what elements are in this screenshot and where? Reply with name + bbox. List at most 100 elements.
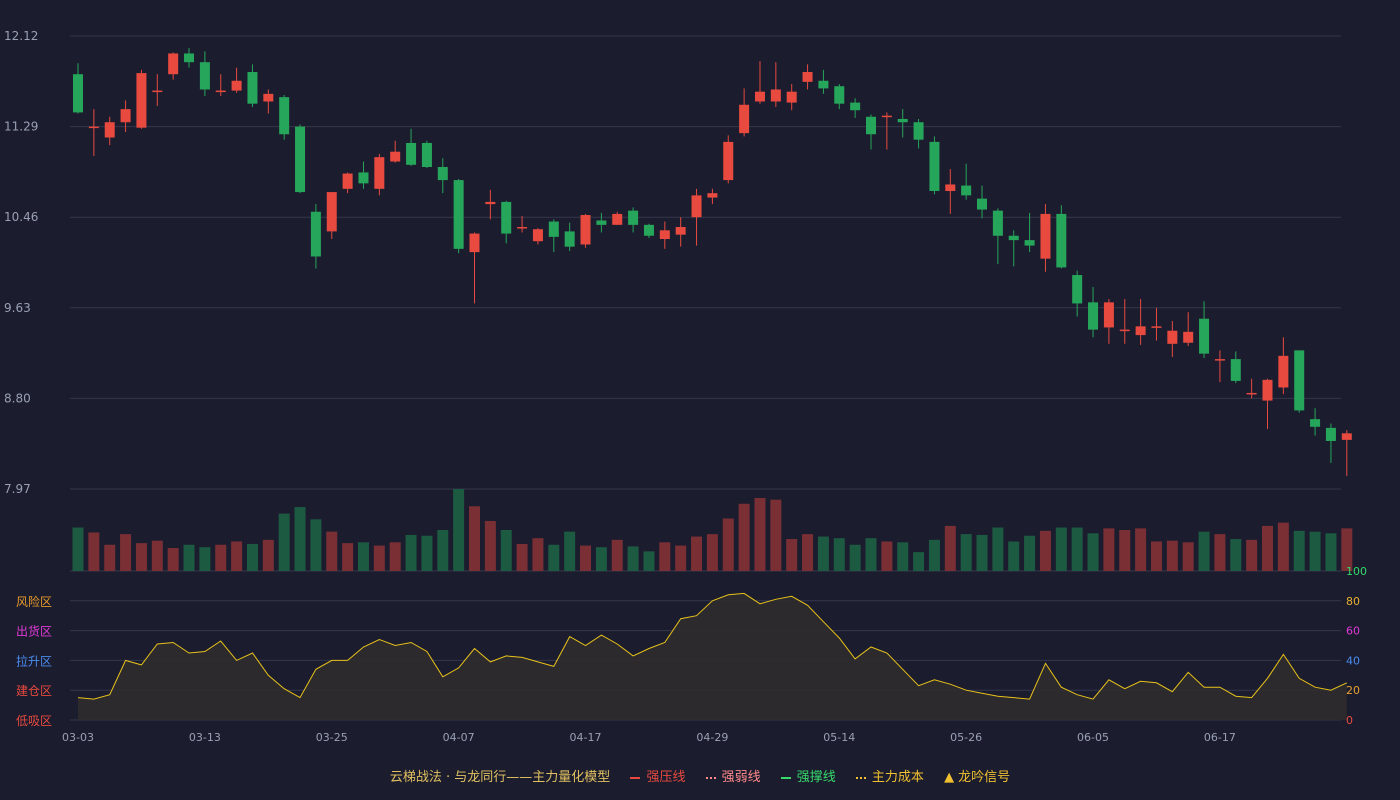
- candle: [897, 109, 908, 138]
- candle-body: [1310, 419, 1321, 427]
- candle: [517, 216, 528, 233]
- date-tick-label: 03-25: [316, 731, 348, 744]
- volume-bar: [849, 544, 861, 571]
- candle-body: [342, 173, 353, 189]
- candle: [1167, 320, 1178, 357]
- volume-bar: [992, 527, 1004, 571]
- candle-body: [881, 115, 892, 118]
- date-tick-label: 06-17: [1204, 731, 1236, 744]
- candle: [1119, 299, 1130, 344]
- candle-body: [770, 89, 781, 102]
- candle-body: [1183, 331, 1194, 343]
- volume-bar: [580, 545, 592, 571]
- volume-bar: [770, 499, 782, 571]
- date-tick-label: 06-05: [1077, 731, 1109, 744]
- candle: [977, 185, 988, 219]
- candle-body: [215, 90, 226, 93]
- candle-body: [1294, 350, 1305, 411]
- date-tick-label: 03-03: [62, 731, 94, 744]
- candle: [564, 222, 575, 252]
- triangle-icon: ▲: [944, 770, 955, 785]
- candle-body: [1151, 326, 1162, 328]
- legend-item-pressure-line[interactable]: 强压线: [630, 766, 685, 785]
- candle-body: [532, 229, 543, 242]
- candle: [961, 163, 972, 200]
- candle-body: [1262, 379, 1273, 401]
- candle: [390, 140, 401, 163]
- candle: [120, 100, 131, 133]
- candle-body: [1072, 275, 1083, 304]
- candle: [802, 64, 813, 90]
- candle-body: [1214, 359, 1225, 361]
- price-tick-label: 12.12: [4, 29, 38, 43]
- candle: [231, 67, 242, 93]
- candle-body: [818, 80, 829, 89]
- indicator-line: [77, 592, 1348, 700]
- zone-label: 建仓区: [16, 684, 52, 698]
- volume-bar: [1024, 535, 1036, 571]
- volume-bar: [611, 539, 623, 571]
- candle-body: [548, 221, 559, 237]
- candle: [723, 135, 734, 184]
- candle: [215, 74, 226, 97]
- date-tick-label: 05-14: [823, 731, 855, 744]
- candle-body: [279, 97, 290, 135]
- candle-body: [326, 192, 337, 232]
- date-tick-label: 03-13: [189, 731, 221, 744]
- candle: [707, 188, 718, 205]
- candle-body: [834, 86, 845, 104]
- candle-body: [739, 104, 750, 134]
- candle: [992, 208, 1003, 265]
- candle: [1151, 307, 1162, 341]
- candle-body: [263, 93, 274, 102]
- volume-bar: [1182, 542, 1194, 571]
- volume-bar: [310, 519, 322, 571]
- indicator-tick-label: 100: [1346, 565, 1367, 578]
- indicator-tick-label: 20: [1346, 684, 1360, 697]
- candle-body: [564, 231, 575, 247]
- candle: [1040, 204, 1051, 272]
- candle: [437, 158, 448, 194]
- candle: [1214, 350, 1225, 383]
- candle-body: [977, 198, 988, 210]
- candle-body: [88, 126, 99, 129]
- pressure-line-swatch: [630, 776, 641, 779]
- legend-item-main-cost[interactable]: 主力成本: [855, 766, 924, 785]
- legend-title: 云梯战法 · 与龙同行——主力量化模型: [389, 770, 611, 785]
- candle: [279, 94, 290, 140]
- legend-item-strength-line[interactable]: 强弱线: [705, 766, 761, 785]
- legend-item-dragon-signal[interactable]: ▲ 龙吟信号: [944, 766, 1010, 785]
- candle: [818, 69, 829, 94]
- candle: [1262, 378, 1273, 429]
- candle: [691, 188, 702, 246]
- candle-body: [643, 224, 654, 236]
- candle-body: [168, 53, 179, 75]
- candle-body: [104, 122, 115, 138]
- candle: [88, 109, 99, 157]
- volume-bar: [183, 544, 195, 571]
- volume-bar: [231, 541, 243, 571]
- volume-bar: [373, 545, 385, 571]
- candle-body: [1230, 359, 1241, 381]
- indicator-tick-label: 60: [1346, 625, 1360, 638]
- volume-bar: [1150, 541, 1162, 571]
- candle-body: [723, 141, 734, 181]
- legend-item-support-line[interactable]: 强撑线: [780, 766, 836, 785]
- candle-body: [786, 91, 797, 103]
- volume-bar: [1103, 528, 1115, 571]
- volume-bar: [1293, 530, 1305, 571]
- volume-bar: [786, 539, 798, 571]
- volume-bar: [1135, 528, 1147, 571]
- volume-bar: [960, 534, 972, 571]
- candle-body: [390, 151, 401, 162]
- candle: [168, 52, 179, 80]
- candle-body: [421, 142, 432, 167]
- volume-bar: [294, 507, 306, 571]
- candle: [548, 219, 559, 253]
- volume-bar: [88, 532, 100, 571]
- candle: [1103, 299, 1114, 344]
- candle-body: [1135, 326, 1146, 336]
- date-tick-label: 05-26: [950, 731, 982, 744]
- candle-body: [73, 74, 83, 113]
- volume-bar: [928, 539, 940, 571]
